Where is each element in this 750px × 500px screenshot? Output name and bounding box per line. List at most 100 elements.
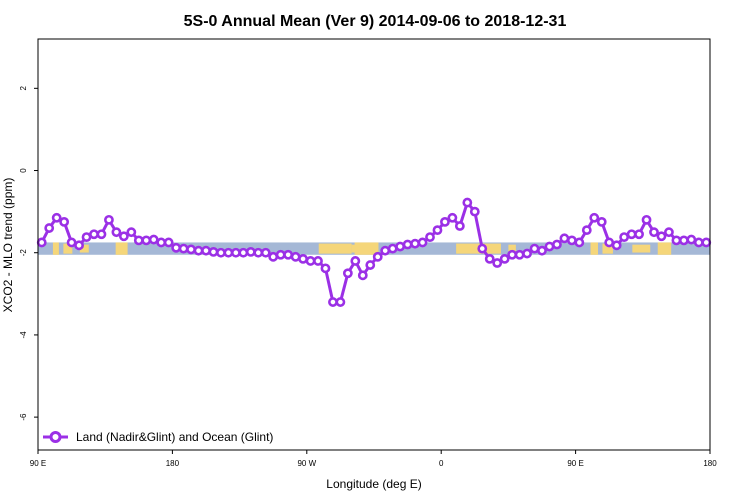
data-point [619,232,630,243]
data-point [477,243,488,254]
data-point [141,235,152,246]
data-point [118,231,129,242]
data-point [499,253,510,264]
data-point [462,197,473,208]
data-point [96,229,107,240]
data-point [552,239,562,250]
data-point [507,249,518,260]
data-point [469,206,480,217]
data-point [350,256,361,266]
data-point [537,245,547,256]
land-patch [602,243,613,254]
x-axis-label: Longitude (deg E) [326,477,421,491]
data-point [305,256,316,266]
data-point [387,243,398,254]
y-tick-label: -6 [19,413,28,421]
data-point [566,235,577,246]
data-point [133,235,144,246]
data-point [395,241,406,252]
data-point [208,246,219,257]
data-point [611,240,622,251]
data-point [268,251,279,262]
data-point [111,227,122,238]
data-point [89,229,99,240]
data-point [440,216,450,227]
data-point [163,237,174,248]
land-patch [52,242,59,255]
chart-title: 5S-0 Annual Mean (Ver 9) 2014-09-06 to 2… [184,13,567,30]
data-point [559,233,570,244]
data-point [298,253,308,264]
data-point [357,270,368,281]
data-point [581,225,592,236]
plot-frame [37,38,711,451]
data-point [66,237,77,248]
data-point [320,263,331,274]
data-point [178,243,189,254]
data-point [156,237,167,248]
data-point [574,237,585,248]
data-point [380,245,391,256]
y-tick-label: 0 [19,168,28,173]
data-point [686,234,697,245]
land-patch [657,242,672,255]
data-point [596,216,607,227]
data-point [126,227,137,238]
x-axis: 90 E 180 90 W 0 90 E 180 [30,450,717,468]
data-point [230,247,241,258]
legend-label-series: Land (Nadir&Glint) and Ocean (Glint) [76,430,273,444]
data-point [604,237,615,248]
data-point [454,221,465,231]
data-point [365,260,376,270]
data-point [36,237,47,248]
data-point [59,216,70,227]
data-point [171,242,182,253]
data-point [313,256,323,266]
data-point [253,247,264,258]
data-point [656,231,667,242]
data-point [701,237,712,248]
legend-point-marker [49,431,62,443]
data-point [74,240,84,251]
land-patch [318,243,352,254]
y-axis: 2 0 -2 -4 -6 [19,86,38,421]
data-point [678,235,689,246]
data-point [402,239,413,250]
data-point [81,232,92,243]
data-point [641,214,652,225]
data-point [634,229,644,240]
data-point [447,212,458,223]
data-point [589,212,600,223]
y-tick-label: -4 [19,331,28,339]
data-point [238,247,249,258]
data-point [342,268,353,279]
data-point [201,245,211,256]
x-tick-label: 0 [439,459,444,468]
data-point [335,297,346,307]
data-point [328,297,338,307]
data-point [626,229,637,240]
land-patch [63,243,73,254]
data-point [649,227,659,238]
data-point [216,247,226,258]
data-point [104,214,114,225]
data-point [514,249,525,260]
data-point [432,225,443,236]
legend: Land (Nadir&Glint) and Ocean (Glint) [43,430,273,444]
data-point [425,232,435,243]
data-point [410,238,420,249]
y-tick-label: -2 [19,249,28,257]
data-point [260,247,271,258]
data-point [275,249,286,260]
series-layer [36,197,712,307]
x-tick-label: 90 E [30,459,46,468]
data-point [51,212,62,223]
data-point [544,241,555,252]
data-point [283,249,294,260]
data-point [193,245,204,256]
data-point [522,248,532,259]
x-tick-label: 90 W [297,459,316,468]
land-patch [354,242,379,255]
y-tick-label: 2 [19,86,28,91]
data-point [245,246,256,257]
